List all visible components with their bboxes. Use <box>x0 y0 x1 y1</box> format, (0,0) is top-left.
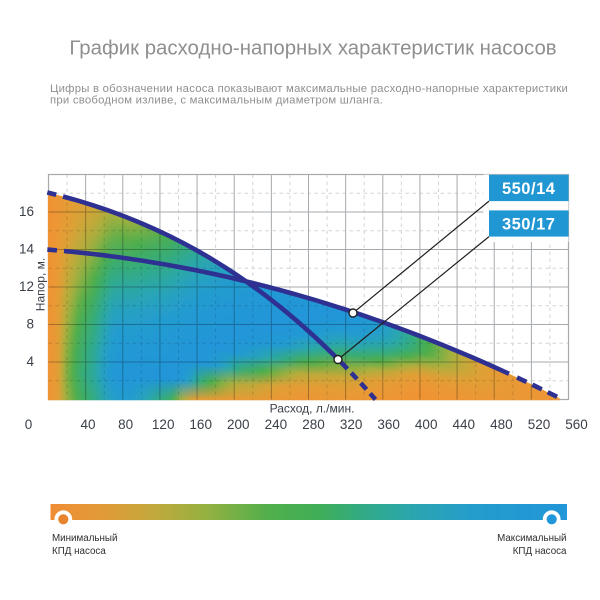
svg-text:8: 8 <box>26 317 34 332</box>
svg-text:40: 40 <box>80 417 95 432</box>
svg-text:520: 520 <box>528 417 551 432</box>
svg-text:Минимальный: Минимальный <box>52 533 117 544</box>
svg-text:160: 160 <box>189 417 212 432</box>
svg-text:КПД насоса: КПД насоса <box>513 546 567 557</box>
svg-text:200: 200 <box>227 417 250 432</box>
svg-text:280: 280 <box>302 417 325 432</box>
svg-text:560: 560 <box>565 417 588 432</box>
svg-text:Максимальный: Максимальный <box>497 533 566 544</box>
svg-text:Напор, м.: Напор, м. <box>34 258 48 311</box>
svg-text:График расходно-напорных харак: График расходно-напорных характеристик н… <box>69 38 556 60</box>
svg-text:400: 400 <box>415 417 438 432</box>
svg-text:440: 440 <box>453 417 476 432</box>
svg-text:КПД насоса: КПД насоса <box>52 546 106 557</box>
svg-text:320: 320 <box>340 417 363 432</box>
svg-text:0: 0 <box>25 417 33 432</box>
svg-text:350/17: 350/17 <box>502 215 555 233</box>
svg-text:Цифры в обозначении насоса пок: Цифры в обозначении насоса показывают ма… <box>50 83 568 95</box>
svg-text:80: 80 <box>118 417 133 432</box>
svg-text:550/14: 550/14 <box>502 180 556 198</box>
svg-text:4: 4 <box>26 354 34 369</box>
svg-text:240: 240 <box>265 417 288 432</box>
svg-text:360: 360 <box>377 417 400 432</box>
svg-text:при свободном изливе, с максим: при свободном изливе, с максимальным диа… <box>50 94 383 106</box>
svg-text:Расход, л./мин.: Расход, л./мин. <box>270 402 355 416</box>
svg-text:16: 16 <box>19 204 34 219</box>
svg-text:14: 14 <box>19 242 35 257</box>
svg-text:480: 480 <box>490 417 513 432</box>
svg-text:120: 120 <box>152 417 175 432</box>
svg-text:12: 12 <box>19 279 34 294</box>
